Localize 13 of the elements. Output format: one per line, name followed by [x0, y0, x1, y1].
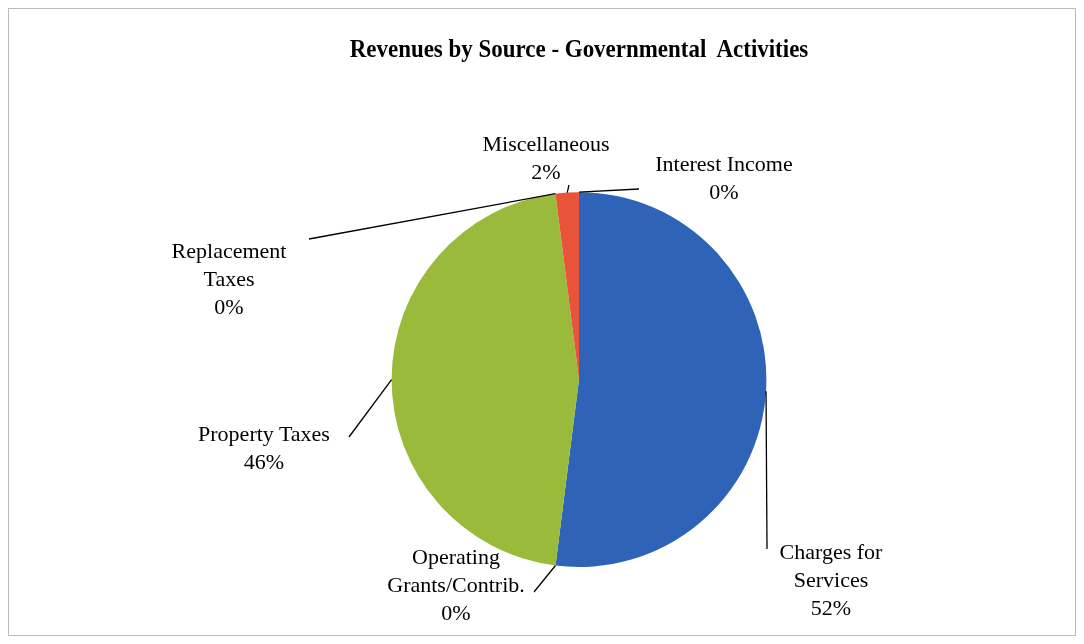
- slice-label: Miscellaneous: [482, 130, 610, 156]
- slice-label: Property Taxes: [198, 420, 330, 446]
- data-label: 52%: [810, 594, 852, 620]
- data-label: 46%: [243, 448, 285, 474]
- category-label: Replacement Taxes: [171, 237, 287, 291]
- text: 0%: [214, 293, 244, 319]
- data-label: 2%: [531, 158, 561, 184]
- chart-title: Revenues by Source - Governmental Activities: [349, 34, 809, 63]
- text: 0%: [441, 599, 471, 625]
- legend-label: Operating Grants/Contrib.: [387, 543, 525, 597]
- category-label: Interest Income: [655, 150, 793, 176]
- text: 0%: [709, 178, 739, 204]
- slice-label: Charges for Services: [779, 538, 884, 592]
